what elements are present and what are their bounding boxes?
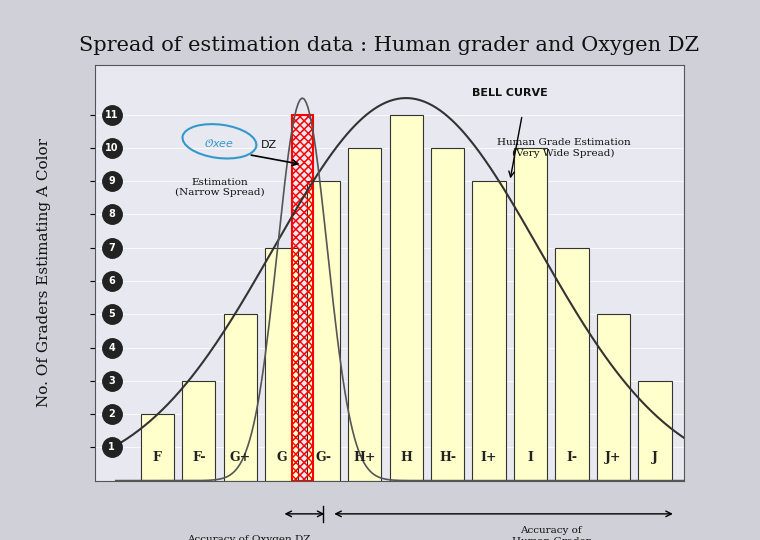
Y-axis label: No. Of Graders Estimating A Color: No. Of Graders Estimating A Color — [36, 138, 51, 407]
Text: 1: 1 — [108, 442, 115, 453]
Text: J: J — [652, 451, 658, 464]
Text: Human Grade Estimation
(Very Wide Spread): Human Grade Estimation (Very Wide Spread… — [497, 138, 631, 158]
Bar — [556, 248, 588, 481]
Text: H: H — [401, 451, 412, 464]
Text: Estimation
(Narrow Spread): Estimation (Narrow Spread) — [175, 178, 264, 198]
Text: G: G — [277, 451, 287, 464]
Bar — [389, 114, 423, 481]
Text: H-: H- — [439, 451, 456, 464]
Text: 4: 4 — [108, 342, 115, 353]
Text: BELL CURVE: BELL CURVE — [472, 88, 548, 98]
Bar — [223, 314, 257, 481]
Text: 7: 7 — [108, 243, 115, 253]
Bar — [292, 114, 313, 481]
Bar — [597, 314, 630, 481]
Text: Accuracy of Oxygen DZ: Accuracy of Oxygen DZ — [187, 535, 310, 540]
Text: DZ: DZ — [261, 140, 277, 150]
Text: 10: 10 — [105, 143, 119, 153]
Text: 6: 6 — [108, 276, 115, 286]
Text: $\mathcal{O}$xee: $\mathcal{O}$xee — [204, 137, 234, 149]
Text: G-: G- — [315, 451, 331, 464]
Text: 8: 8 — [108, 210, 115, 219]
Text: F: F — [153, 451, 162, 464]
Bar — [473, 181, 505, 481]
Text: Accuracy of
Human Grader: Accuracy of Human Grader — [512, 526, 591, 540]
Text: G+: G+ — [230, 451, 251, 464]
Bar — [292, 114, 313, 481]
Text: 9: 9 — [108, 176, 115, 186]
Bar — [348, 148, 382, 481]
Text: 11: 11 — [105, 110, 119, 120]
Text: I-: I- — [566, 451, 578, 464]
Bar — [182, 381, 215, 481]
Bar — [265, 248, 298, 481]
Text: J+: J+ — [605, 451, 622, 464]
Bar — [141, 414, 174, 481]
Text: 5: 5 — [108, 309, 115, 319]
Text: F-: F- — [192, 451, 205, 464]
Bar — [638, 381, 672, 481]
Text: 3: 3 — [108, 376, 115, 386]
Text: 2: 2 — [108, 409, 115, 419]
Bar — [306, 181, 340, 481]
Text: I: I — [527, 451, 534, 464]
Title: Spread of estimation data : Human grader and Oxygen DZ: Spread of estimation data : Human grader… — [80, 36, 699, 55]
Text: I+: I+ — [481, 451, 497, 464]
Text: H+: H+ — [353, 451, 376, 464]
Bar — [514, 148, 547, 481]
Bar — [431, 148, 464, 481]
